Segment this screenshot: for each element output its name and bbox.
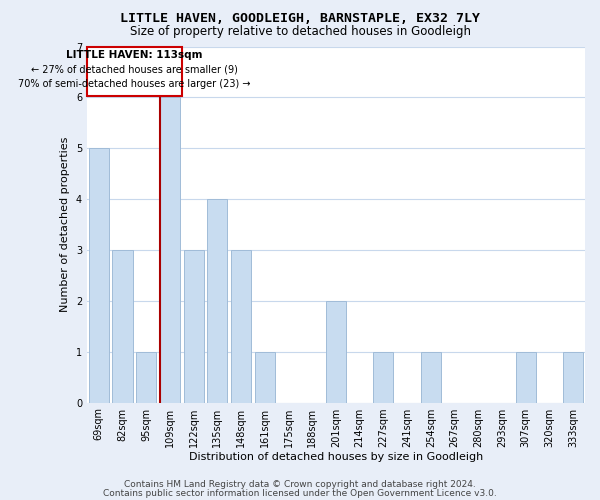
Bar: [326, 301, 346, 402]
Text: 70% of semi-detached houses are larger (23) →: 70% of semi-detached houses are larger (…: [18, 78, 251, 88]
Bar: [87, 46, 182, 96]
Text: ← 27% of detached houses are smaller (9): ← 27% of detached houses are smaller (9): [31, 64, 238, 74]
Text: LITTLE HAVEN: 113sqm: LITTLE HAVEN: 113sqm: [66, 50, 203, 60]
Y-axis label: Number of detached properties: Number of detached properties: [60, 137, 70, 312]
Bar: [112, 250, 133, 402]
Text: Size of property relative to detached houses in Goodleigh: Size of property relative to detached ho…: [130, 25, 470, 38]
Bar: [563, 352, 583, 403]
Bar: [515, 352, 536, 403]
Bar: [255, 352, 275, 403]
Bar: [208, 199, 227, 402]
Text: LITTLE HAVEN, GOODLEIGH, BARNSTAPLE, EX32 7LY: LITTLE HAVEN, GOODLEIGH, BARNSTAPLE, EX3…: [120, 12, 480, 26]
X-axis label: Distribution of detached houses by size in Goodleigh: Distribution of detached houses by size …: [189, 452, 483, 462]
Text: Contains public sector information licensed under the Open Government Licence v3: Contains public sector information licen…: [103, 488, 497, 498]
Bar: [89, 148, 109, 403]
Bar: [160, 98, 180, 403]
Bar: [231, 250, 251, 402]
Bar: [373, 352, 394, 403]
Bar: [136, 352, 157, 403]
Bar: [421, 352, 441, 403]
Bar: [184, 250, 204, 402]
Text: Contains HM Land Registry data © Crown copyright and database right 2024.: Contains HM Land Registry data © Crown c…: [124, 480, 476, 489]
